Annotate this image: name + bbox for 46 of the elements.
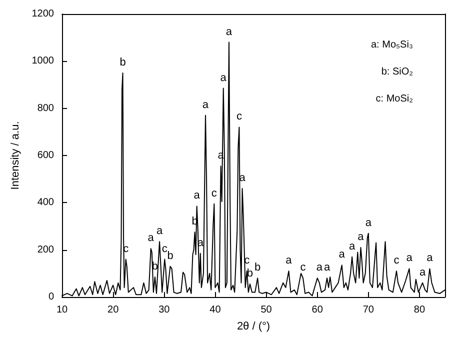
annotation: a [406, 252, 414, 264]
annotation: b: SiO₂ [381, 66, 414, 78]
y-tick-label: 0 [48, 292, 54, 302]
annotation: c: MoSi₂ [376, 94, 414, 104]
x-tick-label: 50 [260, 304, 272, 316]
x-tick-label: 40 [210, 304, 222, 316]
x-axis-title: 2θ / (°) [236, 320, 270, 332]
annotation: b [254, 262, 261, 274]
y-tick-label: 600 [37, 150, 54, 161]
annotation: b [167, 250, 174, 262]
y-axis-title: Intensity / a.u. [9, 121, 22, 190]
y-tick-label: 1200 [32, 8, 54, 20]
y-tick-label: 400 [37, 197, 54, 208]
annotation: a [358, 230, 365, 243]
y-tick-label: 800 [37, 102, 54, 114]
x-tick-label: 70 [362, 304, 374, 316]
annotation: c [211, 187, 218, 200]
annotation: a [156, 225, 164, 238]
y-tick-label: 200 [37, 244, 54, 256]
y-tick-label: 1000 [32, 56, 54, 67]
annotation: a [148, 232, 155, 244]
annotation: a: Mo₅Si₃ [371, 40, 414, 50]
annotation: a [220, 72, 228, 84]
x-tick-label: 80 [414, 304, 426, 316]
annotation: c [394, 254, 400, 267]
annotation: a [348, 240, 356, 252]
annotation: a [365, 216, 372, 229]
annotation: a [324, 262, 331, 274]
annotation: b [120, 56, 126, 68]
annotation: c [162, 242, 168, 255]
x-tick-label: 20 [108, 304, 120, 316]
annotation: a [202, 98, 210, 111]
x-tick-label: 30 [158, 304, 170, 316]
annotation: a [419, 266, 426, 278]
x-tick-label: 60 [312, 304, 324, 316]
annotation: c [236, 110, 242, 123]
annotation: a [194, 190, 201, 202]
annotation: a [426, 252, 434, 264]
annotation: b [246, 268, 253, 280]
annotation: c [300, 262, 306, 274]
annotation: a [286, 254, 293, 267]
annotation: a [316, 262, 324, 274]
annotation: a [239, 172, 246, 184]
annotation: a [226, 26, 233, 38]
annotation: a [338, 248, 346, 261]
x-tick-label: 10 [56, 304, 68, 316]
